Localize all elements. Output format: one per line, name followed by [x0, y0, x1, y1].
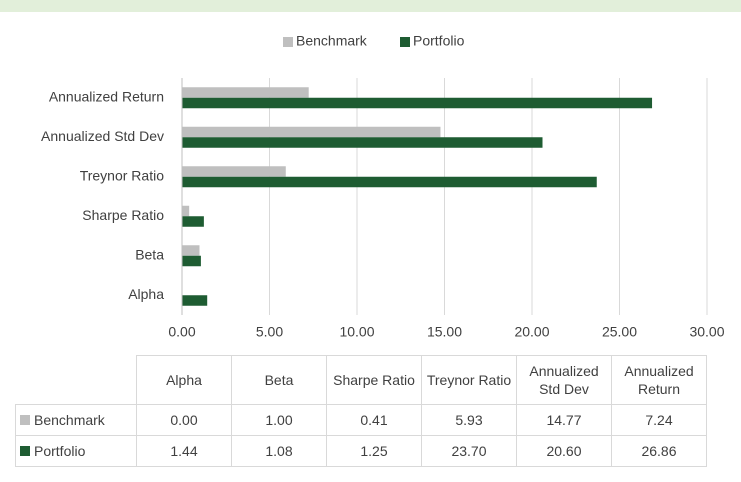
table-header-row: Alpha Beta Sharpe Ratio Treynor Ratio Annual…	[16, 355, 707, 405]
y-tick-label: Annualized Return	[49, 88, 164, 104]
y-tick-label: Treynor Ratio	[80, 167, 165, 183]
row-label: Portfolio	[34, 443, 86, 459]
legend-swatch	[20, 415, 30, 425]
y-tick-label: Sharpe Ratio	[82, 207, 164, 223]
bar	[182, 216, 204, 227]
table-row-label: Benchmark	[15, 404, 137, 436]
table-cell: 23.70	[421, 435, 517, 467]
bar	[182, 295, 208, 306]
bar	[182, 166, 286, 177]
bar	[182, 97, 653, 109]
bar	[182, 255, 201, 267]
top-band	[0, 0, 741, 12]
data-table: Alpha Beta Sharpe Ratio Treynor Ratio Annual…	[15, 355, 707, 467]
bar	[182, 245, 200, 256]
table-row: Benchmark 0.00 1.00 0.41 5.93 14.77 7.24	[15, 404, 707, 436]
legend-label: Portfolio	[413, 33, 465, 49]
chart: 0.00 5.00 10.00 15.00 20.00 25.00 30.00 Benchma…	[0, 0, 741, 340]
x-tick-label: 25.00	[602, 324, 637, 340]
y-tick-label: Alpha	[128, 286, 164, 302]
bar	[182, 176, 597, 188]
bar	[182, 205, 190, 217]
table-row-label: Portfolio	[15, 435, 137, 467]
table-header: Beta	[231, 355, 327, 405]
bar	[182, 126, 441, 138]
table-row: Portfolio 1.44 1.08 1.25 23.70 20.60 26.86	[15, 435, 707, 467]
x-tick-label: 15.00	[427, 324, 462, 340]
table-cell: 5.93	[421, 404, 517, 436]
table-cell: 14.77	[516, 404, 612, 436]
bar	[182, 137, 543, 148]
table-cell: 1.44	[136, 435, 232, 467]
row-label: Benchmark	[34, 412, 105, 428]
y-tick-label: Annualized Std Dev	[41, 128, 164, 144]
table-cell: 0.41	[326, 404, 422, 436]
legend-swatch	[20, 446, 30, 456]
y-tick-label: Beta	[135, 246, 164, 262]
x-tick-label: 20.00	[514, 324, 549, 340]
table-header: Sharpe Ratio	[326, 355, 422, 405]
table-header: Treynor Ratio	[421, 355, 517, 405]
table-header: Alpha	[136, 355, 232, 405]
x-tick-label: 30.00	[689, 324, 724, 340]
x-tick-label: 10.00	[339, 324, 374, 340]
x-tick-label: 5.00	[256, 324, 283, 340]
bar	[182, 87, 309, 98]
table-cell: 1.25	[326, 435, 422, 467]
table-cell: 20.60	[516, 435, 612, 467]
legend-label: Benchmark	[296, 33, 368, 49]
x-tick-label: 0.00	[168, 324, 195, 340]
table-header: Annualized Std Dev	[516, 355, 612, 405]
table-cell: 1.08	[231, 435, 327, 467]
legend-swatch	[283, 37, 293, 47]
table-cell: 7.24	[611, 404, 707, 436]
table-cell: 0.00	[136, 404, 232, 436]
table-cell: 1.00	[231, 404, 327, 436]
table-header: Annualized Return	[611, 355, 707, 405]
table-cell: 26.86	[611, 435, 707, 467]
legend-swatch	[400, 37, 410, 47]
table-corner	[16, 356, 137, 405]
